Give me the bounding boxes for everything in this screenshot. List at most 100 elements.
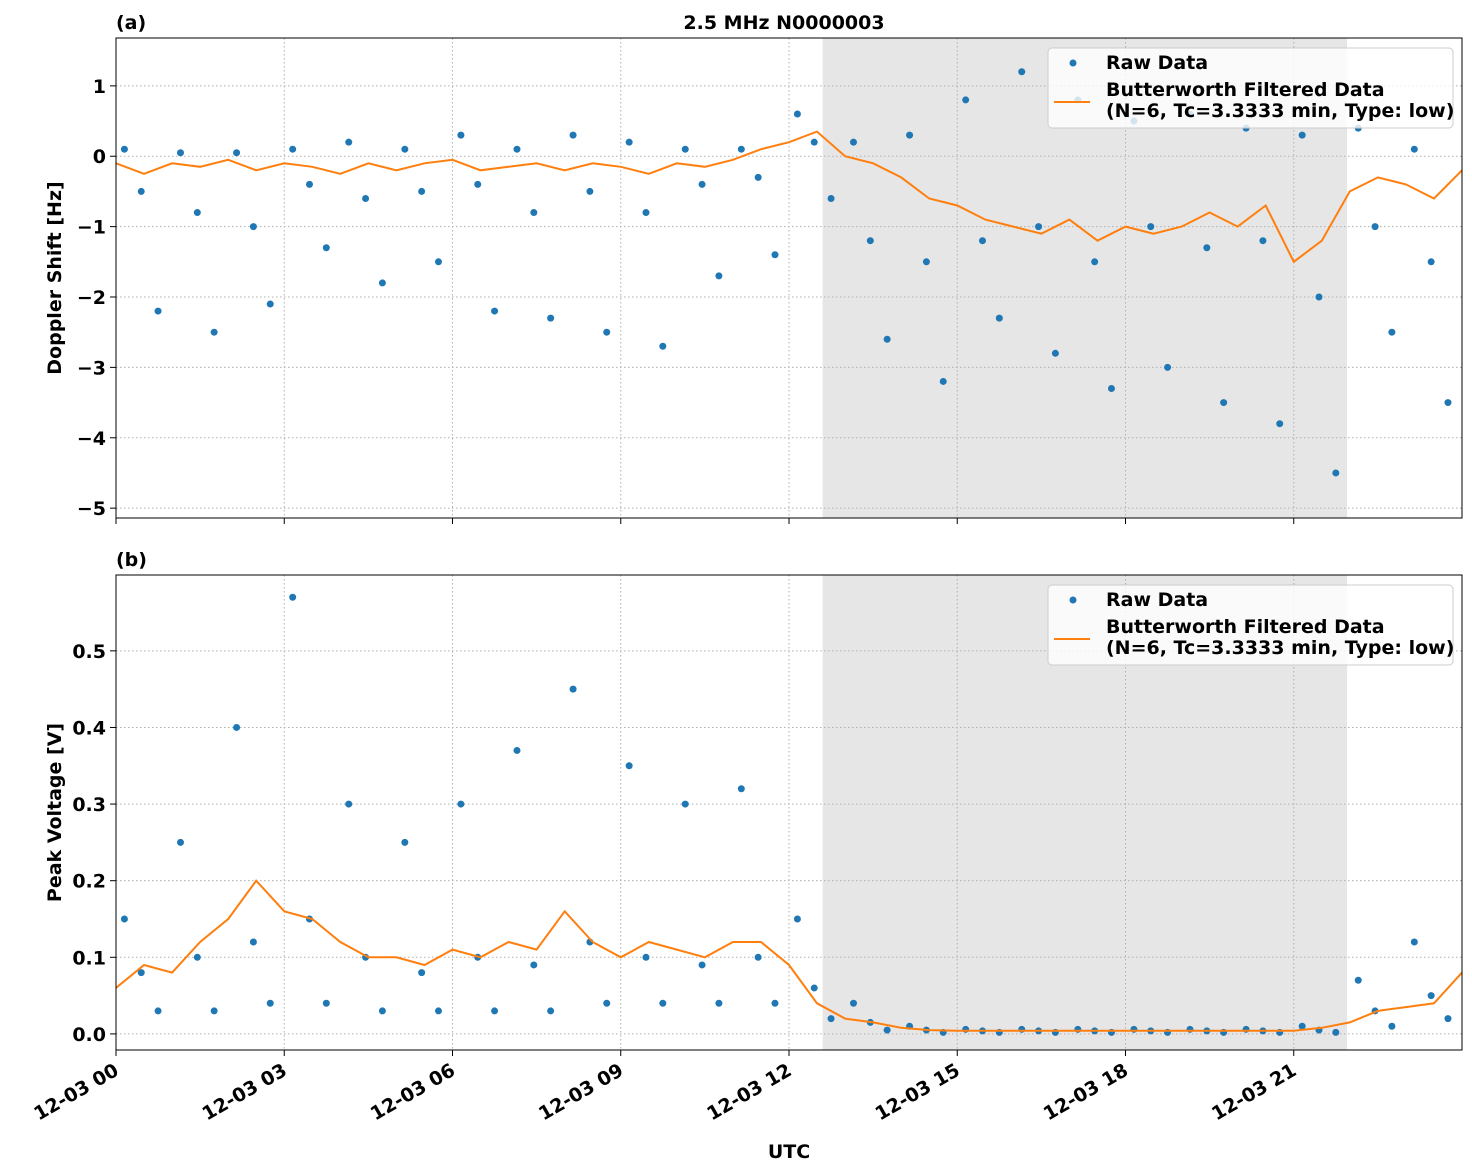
raw-point: [176, 149, 184, 157]
raw-point: [681, 145, 689, 153]
raw-point: [266, 300, 274, 308]
raw-point: [193, 953, 201, 961]
raw-point: [530, 209, 538, 217]
raw-point: [883, 335, 891, 343]
raw-point: [1147, 223, 1155, 231]
raw-point: [362, 194, 370, 202]
x-tick-label: 12-03 15: [871, 1059, 963, 1125]
raw-point: [827, 194, 835, 202]
raw-point: [1332, 1028, 1340, 1036]
raw-point: [849, 999, 857, 1007]
raw-point: [569, 131, 577, 139]
y-tick-label: 0.3: [72, 794, 106, 816]
raw-point: [401, 145, 409, 153]
y-tick-label: 0.0: [72, 1024, 106, 1046]
raw-point: [418, 969, 426, 977]
raw-point: [978, 237, 986, 245]
raw-point: [434, 258, 442, 266]
plot-area: [115, 68, 1463, 477]
raw-point: [906, 131, 914, 139]
raw-point: [1388, 328, 1396, 336]
raw-point: [1444, 399, 1452, 407]
filtered-line: [115, 130, 1463, 264]
legend-marker: [1069, 59, 1077, 67]
raw-point: [378, 1007, 386, 1015]
y-tick-label: −1: [77, 217, 106, 239]
legend-label: Raw Data: [1106, 589, 1208, 611]
y-tick-label: 0.2: [72, 871, 106, 893]
legend-label: Butterworth Filtered Data (N=6, Tc=3.3333…: [1106, 616, 1454, 659]
raw-point: [154, 1007, 162, 1015]
x-tick-label: 12-03 18: [1040, 1059, 1132, 1125]
y-tick-label: 0.1: [72, 947, 106, 969]
raw-point: [378, 279, 386, 287]
raw-point: [1298, 131, 1306, 139]
legend-label: Butterworth Filtered Data (N=6, Tc=3.3333…: [1106, 79, 1454, 122]
raw-point: [289, 593, 297, 601]
raw-point: [1164, 363, 1172, 371]
raw-point: [491, 1007, 499, 1015]
x-tick-label: 12-03 09: [535, 1059, 627, 1125]
raw-point: [513, 746, 521, 754]
raw-point: [715, 999, 723, 1007]
raw-point: [1259, 237, 1267, 245]
x-tick-label: 12-03 06: [367, 1059, 459, 1125]
raw-point: [210, 328, 218, 336]
raw-point: [1220, 399, 1228, 407]
raw-point: [345, 138, 353, 146]
raw-point: [547, 1007, 555, 1015]
raw-point: [1091, 258, 1099, 266]
legend-label: Raw Data: [1106, 52, 1208, 74]
raw-point: [233, 723, 241, 731]
raw-point: [1444, 1015, 1452, 1023]
y-tick-label: −3: [77, 357, 106, 379]
legend-marker: [1069, 596, 1077, 604]
raw-point: [715, 272, 723, 280]
raw-point: [120, 145, 128, 153]
panel-label: (b): [116, 549, 147, 571]
x-tick-label: 12-03 12: [703, 1059, 795, 1125]
raw-point: [249, 938, 257, 946]
raw-point: [995, 314, 1003, 322]
y-axis-label: Peak Voltage [V]: [44, 723, 66, 902]
raw-point: [754, 953, 762, 961]
y-tick-label: −2: [77, 287, 106, 309]
plot-area: [115, 593, 1463, 1036]
raw-point: [1427, 992, 1435, 1000]
panel-label: (a): [116, 12, 146, 34]
raw-point: [193, 209, 201, 217]
y-tick-label: 0: [93, 146, 106, 168]
raw-point: [322, 244, 330, 252]
raw-point: [1315, 293, 1323, 301]
raw-point: [659, 342, 667, 350]
plot-frame: [115, 574, 1463, 1051]
legend-box: [1047, 47, 1454, 129]
plot-frame: [115, 37, 1463, 519]
raw-point: [1298, 1022, 1306, 1030]
raw-point: [698, 961, 706, 969]
raw-point: [698, 180, 706, 188]
raw-point: [1410, 145, 1418, 153]
raw-point: [322, 999, 330, 1007]
raw-point: [810, 138, 818, 146]
y-tick-label: 1: [93, 76, 106, 98]
raw-point: [625, 762, 633, 770]
raw-point: [266, 999, 274, 1007]
raw-point: [586, 187, 594, 195]
raw-point: [1051, 349, 1059, 357]
x-tick-label: 12-03 00: [30, 1059, 122, 1125]
x-axis-label: UTC: [768, 1141, 810, 1163]
raw-point: [210, 1007, 218, 1015]
raw-point: [345, 800, 353, 808]
raw-point: [457, 131, 465, 139]
y-tick-label: −5: [77, 498, 106, 520]
raw-point: [154, 307, 162, 315]
y-tick-label: 0.5: [72, 641, 106, 663]
x-tick-label: 12-03 21: [1208, 1059, 1300, 1125]
raw-point: [603, 328, 611, 336]
filtered-line: [115, 879, 1463, 1032]
raw-point: [530, 961, 538, 969]
raw-point: [569, 685, 577, 693]
raw-point: [737, 145, 745, 153]
